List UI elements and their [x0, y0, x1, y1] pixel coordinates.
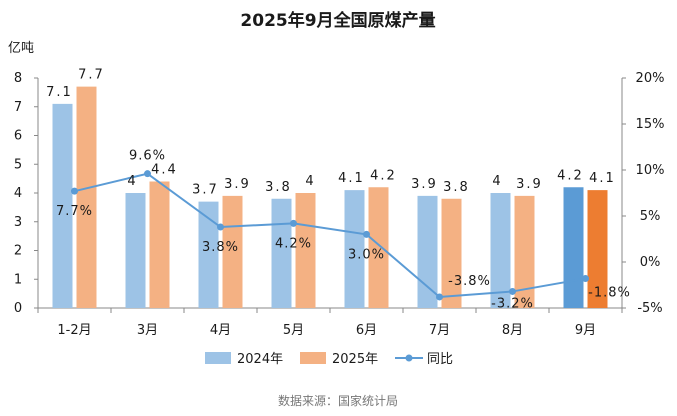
- bar-2024-label: 4.1: [338, 171, 365, 186]
- bars: [52, 86, 608, 308]
- y-tick-label: 7: [14, 100, 22, 115]
- bar-2024-label: 7.1: [46, 85, 73, 100]
- bar-2025: [222, 195, 243, 308]
- bar-2025-label: 4.1: [589, 171, 616, 186]
- yoy-point: [436, 293, 443, 301]
- data-labels: 7.1 7.7 4 4.4 3.7 3.9 3.8 4 4.1 4.2 3.9 3.8 4 3.9 4.2 4…: [46, 68, 631, 312]
- bar-2024-label: 4.2: [557, 168, 584, 183]
- y2-tick-label: 10%: [636, 163, 665, 178]
- yoy-label: 4.2%: [275, 236, 312, 251]
- legend-swatch: [205, 352, 231, 364]
- bar-2025: [76, 86, 97, 308]
- legend-marker: [405, 354, 413, 362]
- bar-2024-label: 4: [127, 174, 137, 189]
- yoy-label: 3.0%: [348, 247, 385, 262]
- bar-2025: [295, 193, 316, 308]
- bar-2024-label: 3.8: [265, 180, 292, 195]
- y2-tick-label: 5%: [640, 209, 661, 224]
- y-tick-label: 6: [14, 129, 22, 144]
- yoy-label: 3.8%: [202, 240, 239, 255]
- yoy-label: 9.6%: [129, 149, 166, 164]
- yoy-point: [71, 187, 78, 195]
- bar-2024: [198, 201, 219, 308]
- bar-2024: [563, 187, 584, 308]
- y-tick-label: 4: [14, 186, 22, 201]
- bar-2024-label: 3.9: [411, 177, 438, 192]
- yoy-label: 7.7%: [56, 204, 93, 219]
- y2-tick-label: 20%: [636, 71, 665, 86]
- chart-title: 2025年9月全国原煤产量: [240, 10, 435, 31]
- x-tick-label: 6月: [356, 323, 377, 338]
- x-tick-label: 4月: [210, 323, 231, 338]
- bar-2024: [417, 195, 438, 308]
- y2-tick-label: 0%: [640, 255, 661, 270]
- x-tick-label: 7月: [429, 323, 450, 338]
- y-tick-label: 2: [14, 244, 22, 259]
- x-tick-label: 8月: [502, 323, 523, 338]
- legend: 2024年 2025年 同比: [205, 352, 453, 367]
- bar-2024: [52, 103, 73, 308]
- bar-2024: [271, 198, 292, 308]
- bar-2024-label: 3.7: [192, 183, 219, 198]
- yoy-point: [582, 275, 589, 283]
- axes: 0 1 2 3 4 5 6 7 8 -5% 0% 5% 10% 15% 20% 1-2月 3月 4月 5月 6月 7月 8…: [14, 71, 665, 338]
- bar-2025-label: 7.7: [78, 68, 105, 83]
- x-tick-label: 1-2月: [57, 323, 91, 338]
- y-tick-label: 1: [14, 272, 22, 287]
- y-tick-label: 0: [14, 301, 22, 316]
- x-tick-label: 9月: [575, 323, 596, 338]
- source-note: 数据来源：国家统计局: [278, 393, 398, 408]
- yoy-label: -3.8%: [448, 274, 491, 289]
- bar-2025-label: 4.2: [370, 168, 397, 183]
- yoy-point: [509, 287, 516, 295]
- yoy-line-path: [74, 172, 586, 298]
- bar-2025: [368, 187, 389, 308]
- bar-2024: [490, 193, 511, 308]
- bar-2025-label: 3.9: [516, 177, 543, 192]
- bar-2024: [125, 193, 146, 308]
- x-tick-label: 3月: [137, 323, 158, 338]
- yoy-label: -1.8%: [588, 286, 631, 301]
- bar-2025: [587, 190, 608, 308]
- yoy-line: [71, 170, 589, 301]
- y-axis-unit: 亿吨: [8, 41, 34, 56]
- bar-2025: [149, 181, 170, 308]
- legend-label: 2025年: [332, 352, 378, 367]
- bar-2025: [441, 198, 462, 308]
- yoy-point: [144, 170, 151, 178]
- bar-2025-label: 3.8: [443, 180, 470, 195]
- legend-label: 同比: [427, 352, 453, 367]
- y-tick-label: 5: [14, 157, 22, 172]
- legend-swatch: [300, 352, 326, 364]
- y-tick-label: 8: [14, 71, 22, 86]
- bar-2025-label: 4: [305, 174, 315, 189]
- x-tick-label: 5月: [283, 323, 304, 338]
- y-tick-label: 3: [14, 215, 22, 230]
- bar-2024: [344, 190, 365, 308]
- legend-label: 2024年: [237, 352, 283, 367]
- bar-2025-label: 4.4: [151, 163, 178, 178]
- bar-2025-label: 3.9: [224, 177, 251, 192]
- yoy-point: [290, 219, 297, 227]
- yoy-label: -3.2%: [491, 296, 534, 311]
- bar-2024-label: 4: [492, 174, 502, 189]
- yoy-point: [363, 230, 370, 238]
- y2-tick-label: -5%: [637, 301, 662, 316]
- yoy-point: [217, 223, 224, 231]
- y2-tick-label: 15%: [636, 117, 665, 132]
- bar-2025: [514, 195, 535, 308]
